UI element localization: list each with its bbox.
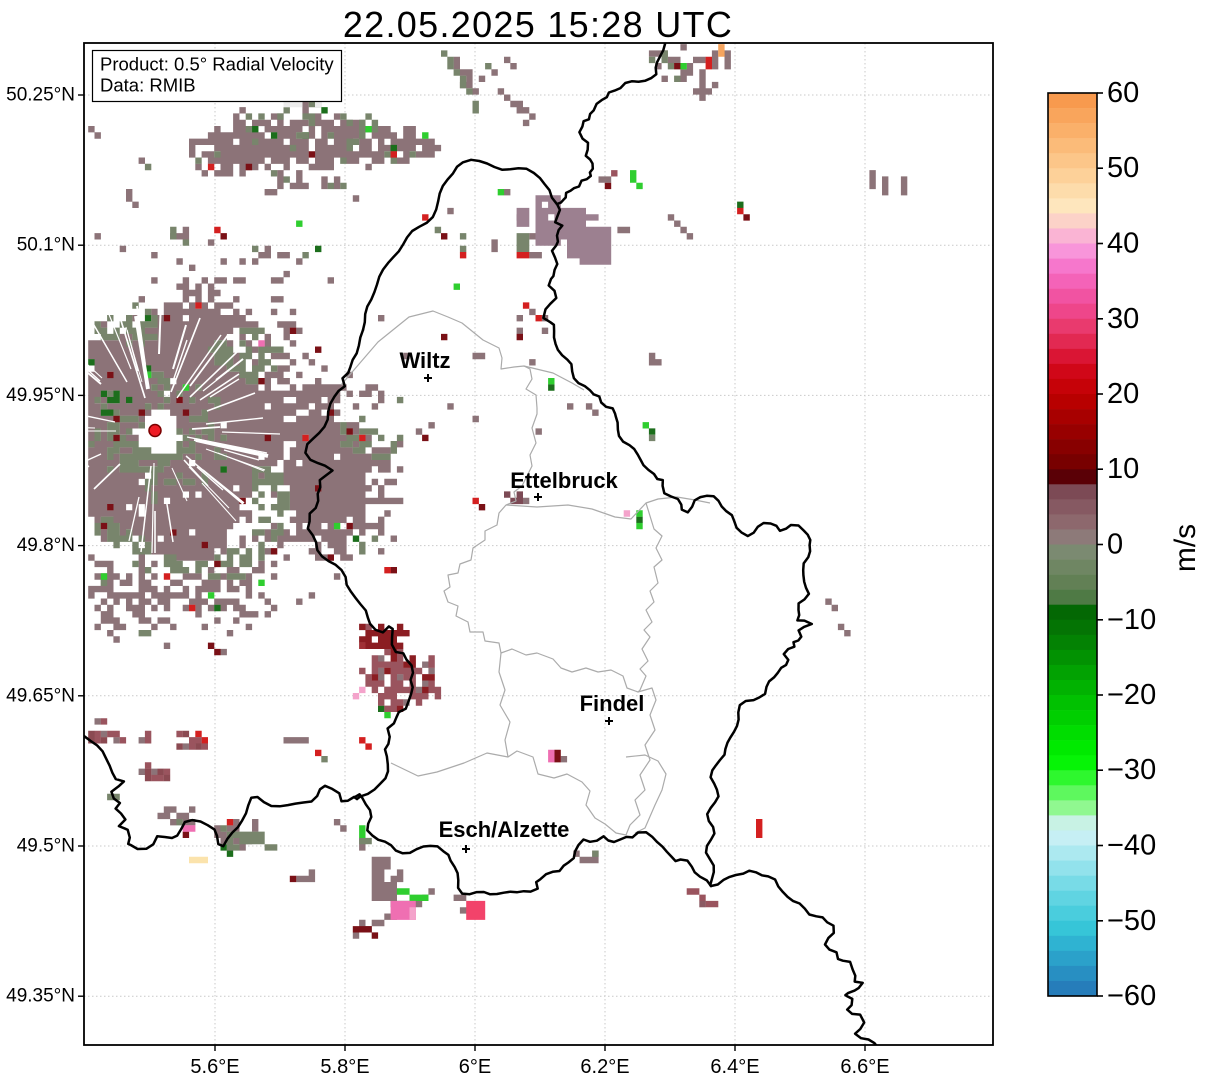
svg-text:Wiltz: Wiltz xyxy=(399,348,450,373)
svg-text:50.1°N: 50.1°N xyxy=(17,235,75,256)
svg-text:30: 30 xyxy=(1107,303,1139,335)
svg-text:5.8°E: 5.8°E xyxy=(320,1056,369,1078)
svg-text:49.5°N: 49.5°N xyxy=(17,836,75,857)
svg-text:6.6°E: 6.6°E xyxy=(840,1056,889,1078)
svg-text:20: 20 xyxy=(1107,378,1139,410)
svg-text:5.6°E: 5.6°E xyxy=(190,1056,239,1078)
svg-text:22.05.2025 15:28 UTC: 22.05.2025 15:28 UTC xyxy=(343,4,733,45)
svg-text:50.25°N: 50.25°N xyxy=(6,85,75,106)
svg-text:49.95°N: 49.95°N xyxy=(6,385,75,406)
svg-text:−20: −20 xyxy=(1107,679,1156,711)
svg-text:6.2°E: 6.2°E xyxy=(580,1056,629,1078)
svg-text:49.65°N: 49.65°N xyxy=(6,685,75,706)
svg-text:50: 50 xyxy=(1107,152,1139,184)
svg-text:−10: −10 xyxy=(1107,604,1156,636)
svg-text:−50: −50 xyxy=(1107,905,1156,937)
svg-text:−60: −60 xyxy=(1107,980,1156,1012)
svg-text:Ettelbruck: Ettelbruck xyxy=(510,468,618,493)
svg-text:−30: −30 xyxy=(1107,754,1156,786)
svg-text:40: 40 xyxy=(1107,228,1139,260)
svg-text:Data: RMIB: Data: RMIB xyxy=(100,75,196,96)
svg-text:−40: −40 xyxy=(1107,830,1156,862)
svg-text:49.35°N: 49.35°N xyxy=(6,986,75,1007)
svg-text:6.4°E: 6.4°E xyxy=(710,1056,759,1078)
svg-text:6°E: 6°E xyxy=(459,1056,491,1078)
svg-text:49.8°N: 49.8°N xyxy=(17,535,75,556)
svg-text:Findel: Findel xyxy=(580,691,645,716)
svg-text:60: 60 xyxy=(1107,77,1139,109)
svg-text:Product: 0.5° Radial Velocity: Product: 0.5° Radial Velocity xyxy=(100,54,334,75)
svg-text:m/s: m/s xyxy=(1169,524,1202,572)
svg-text:10: 10 xyxy=(1107,453,1139,485)
svg-text:Esch/Alzette: Esch/Alzette xyxy=(439,817,570,842)
svg-text:0: 0 xyxy=(1107,529,1123,561)
